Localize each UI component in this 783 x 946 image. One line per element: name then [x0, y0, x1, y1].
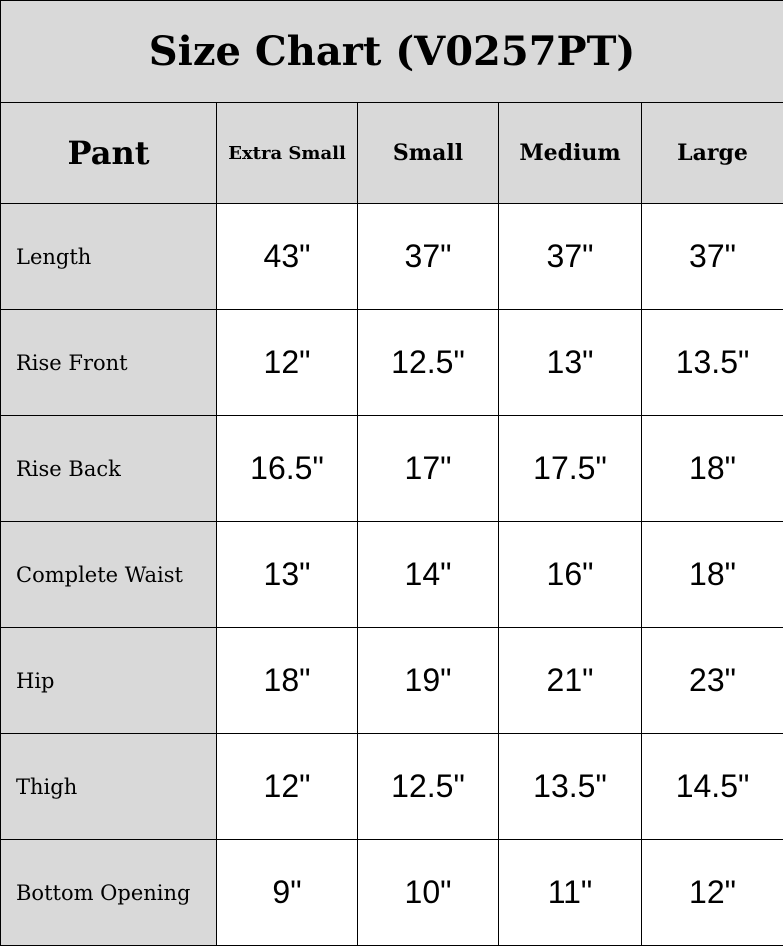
measurement-cell: 16" — [498, 521, 642, 628]
measurement-cell: 13.5" — [640, 309, 783, 416]
row-label: Length — [0, 203, 217, 310]
header-size-extra-small: Extra Small — [216, 102, 358, 204]
header-size-medium: Medium — [498, 102, 642, 204]
measurement-cell: 18" — [640, 521, 783, 628]
measurement-cell: 14.5" — [640, 733, 783, 840]
measurement-cell: 13" — [216, 521, 358, 628]
table-row: Rise Front 12" 12.5" 13" 13.5" — [0, 309, 783, 416]
header-size-large: Large — [640, 102, 783, 204]
measurement-cell: 23" — [640, 627, 783, 734]
table-row: Length 43" 37" 37" 37" — [0, 203, 783, 310]
measurement-cell: 37" — [357, 203, 499, 310]
measurement-cell: 37" — [498, 203, 642, 310]
measurement-cell: 11" — [498, 839, 642, 946]
table-row: Thigh 12" 12.5" 13.5" 14.5" — [0, 733, 783, 840]
measurement-cell: 13.5" — [498, 733, 642, 840]
row-label: Complete Waist — [0, 521, 217, 628]
header-corner: Pant — [0, 102, 217, 204]
row-label: Hip — [0, 627, 217, 734]
measurement-cell: 43" — [216, 203, 358, 310]
measurement-cell: 12.5" — [357, 309, 499, 416]
measurement-cell: 16.5" — [216, 415, 358, 522]
measurement-cell: 37" — [640, 203, 783, 310]
row-label: Rise Front — [0, 309, 217, 416]
measurement-cell: 14" — [357, 521, 499, 628]
measurement-cell: 12.5" — [357, 733, 499, 840]
measurement-cell: 18" — [640, 415, 783, 522]
measurement-cell: 12" — [216, 733, 358, 840]
table-row: Bottom Opening 9" 10" 11" 12" — [0, 839, 783, 946]
header-size-small: Small — [357, 102, 499, 204]
table-row: Hip 18" 19" 21" 23" — [0, 627, 783, 734]
table-title: Size Chart (V0257PT) — [0, 0, 783, 103]
measurement-cell: 10" — [357, 839, 499, 946]
row-label: Thigh — [0, 733, 217, 840]
table-row: Rise Back 16.5" 17" 17.5" 18" — [0, 415, 783, 522]
measurement-cell: 19" — [357, 627, 499, 734]
measurement-cell: 17" — [357, 415, 499, 522]
measurement-cell: 18" — [216, 627, 358, 734]
row-label: Bottom Opening — [0, 839, 217, 946]
measurement-cell: 12" — [640, 839, 783, 946]
measurement-cell: 12" — [216, 309, 358, 416]
measurement-cell: 17.5" — [498, 415, 642, 522]
measurement-cell: 21" — [498, 627, 642, 734]
measurement-cell: 13" — [498, 309, 642, 416]
table-row: Complete Waist 13" 14" 16" 18" — [0, 521, 783, 628]
header-row: Pant Extra Small Small Medium Large — [0, 102, 783, 204]
row-label: Rise Back — [0, 415, 217, 522]
measurement-cell: 9" — [216, 839, 358, 946]
